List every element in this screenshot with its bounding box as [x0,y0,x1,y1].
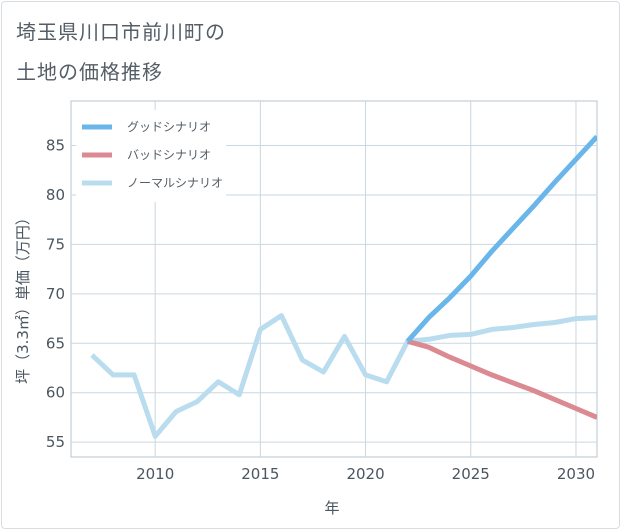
y-tick-label: 60 [46,384,65,402]
chart-title-line-2: 土地の価格推移 [16,60,163,84]
y-tick-label: 85 [46,137,65,155]
series-line-0 [405,134,597,343]
series-line-2 [90,313,597,439]
y-tick-label: 80 [46,186,65,204]
series-line-1 [406,338,597,420]
x-tick-label: 2020 [346,465,384,483]
x-tick-label: 2030 [557,465,595,483]
axis-ticks: 55 60 65 70 75 80 85 2010 2015 2020 2025 2030 [46,137,595,484]
y-tick-label: 70 [46,285,65,303]
legend-label-2: ノーマルシナリオ [127,176,223,190]
x-tick-label: 2025 [452,465,490,483]
y-tick-label: 75 [46,235,65,253]
x-tick-label: 2010 [136,465,174,483]
y-tick-label: 65 [46,334,65,352]
legend-label-1: バッドシナリオ [127,148,211,162]
y-axis-title: 坪（3.3㎡）単価（万円） [14,210,32,384]
y-tick-label: 55 [46,433,65,451]
series-lines [90,134,597,439]
x-tick-label: 2015 [241,465,279,483]
x-axis-title: 年 [324,499,339,517]
plot-area-border [70,100,598,458]
chart-title-line-1: 埼玉県川口市前川町の [16,20,226,44]
legend-label-0: グッドシナリオ [127,120,211,134]
